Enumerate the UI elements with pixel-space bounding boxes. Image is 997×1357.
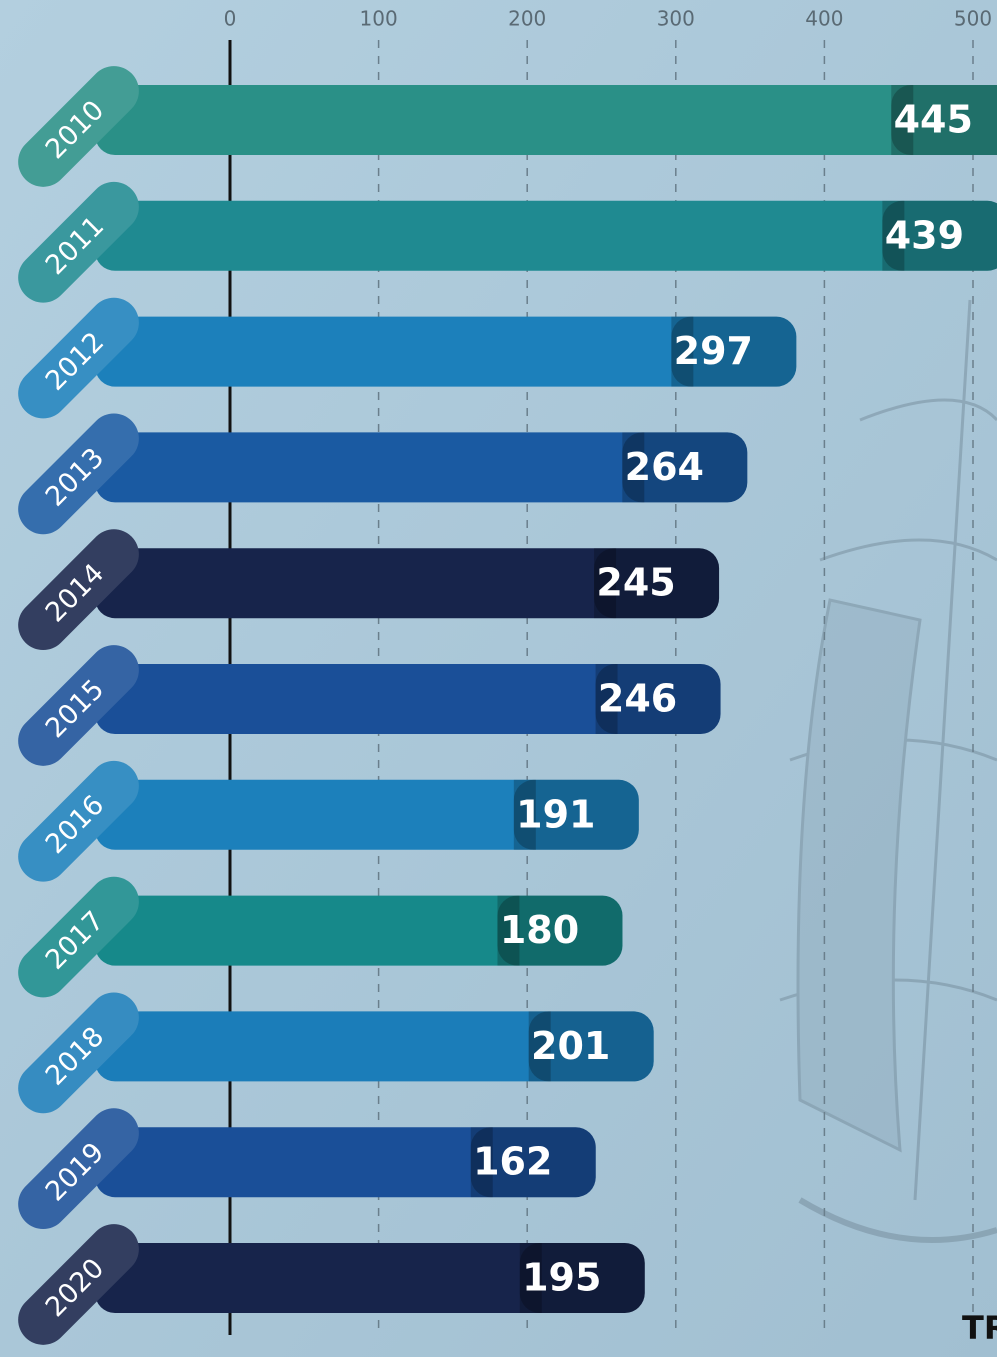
bar-group: 180 2017 xyxy=(18,876,623,998)
bar-group: 191 2016 xyxy=(18,760,639,882)
value-label: 445 xyxy=(894,98,973,142)
year-tab-shape xyxy=(18,297,139,419)
year-tab-shape xyxy=(18,66,139,187)
x-tick-label: 200 xyxy=(508,7,546,31)
x-tick-label: 500 xyxy=(954,7,992,31)
year-tab: 2019 xyxy=(18,1108,139,1230)
value-label: 180 xyxy=(500,908,579,952)
year-tab-shade xyxy=(18,760,139,882)
year-tab-shape xyxy=(18,992,139,1114)
value-box xyxy=(595,664,721,734)
value-label: 162 xyxy=(473,1140,552,1184)
x-tick-label: 100 xyxy=(360,7,398,31)
value-box-edge xyxy=(594,548,617,619)
bar xyxy=(95,664,721,734)
value-box xyxy=(513,779,639,850)
value-box xyxy=(519,1243,645,1313)
year-tab: 2016 xyxy=(18,760,139,882)
value-box-edge xyxy=(497,895,520,966)
bar xyxy=(95,316,797,387)
year-tab-shade xyxy=(18,1224,139,1345)
value-label: 245 xyxy=(596,561,675,605)
year-tab-shape xyxy=(18,413,139,535)
value-label: 195 xyxy=(522,1256,601,1300)
value-box xyxy=(882,200,997,271)
value-box xyxy=(622,432,748,503)
value-box xyxy=(891,85,997,155)
bar xyxy=(95,548,720,619)
value-box xyxy=(594,548,720,619)
year-tab-shade xyxy=(18,992,139,1114)
value-label: 246 xyxy=(598,677,677,721)
year-tab-shade xyxy=(18,529,139,651)
year-tab-shade xyxy=(18,66,139,187)
bar-group: 439 2011 xyxy=(18,181,997,303)
bar xyxy=(95,432,748,503)
value-box-edge xyxy=(519,1243,542,1313)
bar xyxy=(95,1011,654,1082)
year-tab-shape xyxy=(18,760,139,882)
bar-group: 264 2013 xyxy=(18,413,748,535)
value-label: 297 xyxy=(674,329,753,373)
value-box-edge xyxy=(470,1127,493,1198)
year-tab: 2013 xyxy=(18,413,139,535)
bar xyxy=(95,200,997,271)
year-tab-shade xyxy=(18,181,139,303)
value-box xyxy=(528,1011,654,1082)
bar xyxy=(95,779,639,850)
year-tab-shape xyxy=(18,181,139,303)
value-label: 191 xyxy=(516,792,595,836)
year-tab-shape xyxy=(18,1108,139,1230)
year-tab-shape xyxy=(18,529,139,651)
ship-illustration xyxy=(779,299,997,1243)
annotation: TR xyxy=(962,1309,997,1347)
bar xyxy=(95,85,997,155)
value-box-edge xyxy=(622,432,645,503)
bar xyxy=(95,1243,645,1313)
value-box xyxy=(497,895,623,966)
value-label: 439 xyxy=(885,213,964,257)
year-tab-shade xyxy=(18,876,139,998)
value-box-edge xyxy=(891,85,914,155)
year-tab-shade xyxy=(18,413,139,535)
value-box-edge xyxy=(595,664,618,734)
value-label: 201 xyxy=(531,1024,610,1068)
value-box-edge xyxy=(513,779,536,850)
year-tab: 2017 xyxy=(18,876,139,998)
value-label: 264 xyxy=(625,445,704,489)
x-tick-label: 300 xyxy=(657,7,695,31)
year-tab-shade xyxy=(18,645,139,766)
value-box-edge xyxy=(528,1011,551,1082)
bar xyxy=(95,895,623,966)
year-tab-shade xyxy=(18,297,139,419)
year-tab-shade xyxy=(18,1108,139,1230)
year-tab-shape xyxy=(18,645,139,766)
year-tab-shape xyxy=(18,1224,139,1345)
value-box xyxy=(470,1127,596,1198)
value-box-edge xyxy=(882,200,905,271)
x-tick-label: 0 xyxy=(224,7,237,31)
x-tick-label: 400 xyxy=(805,7,843,31)
value-box xyxy=(671,316,797,387)
year-tab: 2011 xyxy=(18,181,139,303)
bar-group: 162 2019 xyxy=(18,1108,596,1230)
bar xyxy=(95,1127,596,1198)
value-box-edge xyxy=(671,316,694,387)
year-tab-shape xyxy=(18,876,139,998)
